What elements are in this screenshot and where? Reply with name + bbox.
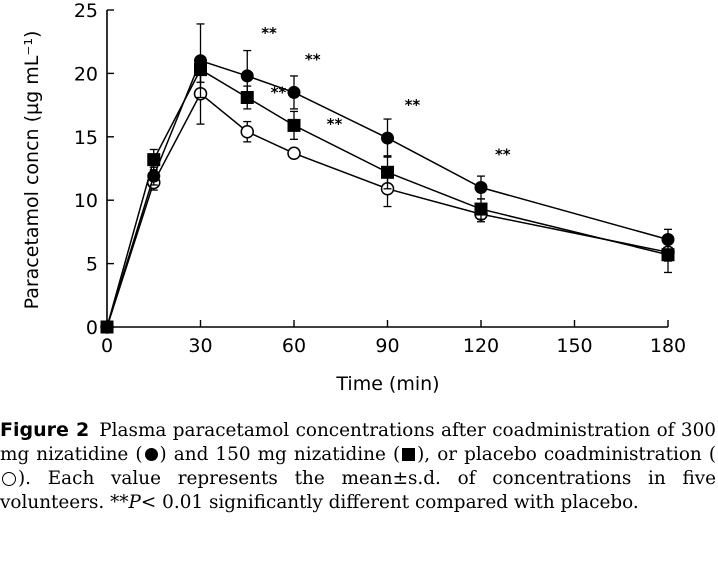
data-point [287,146,301,161]
data-point [381,131,394,145]
y-tick-label: 20 [74,63,98,85]
filled-square-icon [402,448,416,461]
significance-label: ** [261,24,277,42]
data-point [147,169,161,183]
chart: 0 5 10 15 20 25 0 30 60 90 120 150 180 ** ** ** ** **** … [21,0,686,395]
x-axis-label: Time (min) [335,373,439,395]
y-tick-label: 10 [74,190,98,212]
data-point [474,202,488,216]
series-filled-circle [100,23,675,334]
significance-label: ** [405,96,421,114]
caption-text-3: ), or placebo coadministration ( [417,444,716,465]
series-line [106,92,669,328]
data-point [240,69,254,83]
y-tick-label: 25 [74,0,98,22]
annotation-layer: ** ** ** ** ** ** [261,24,511,164]
y-tick-label: 15 [74,127,98,149]
caption-text-1: Plasma paracetamol concentrations after … [0,420,716,465]
x-tick-label: 120 [463,335,499,357]
x-tick-label: 180 [650,335,686,357]
series-open-circle [100,62,675,334]
caption-text-5: < 0.01 significantly different compared … [140,492,639,513]
figure-label: Figure 2 [0,419,90,441]
caption-p-symbol: P [128,492,141,513]
caption-text-2: ) and 150 mg nizatidine ( [159,444,401,465]
significance-label: ** [495,146,511,164]
axes: 0 5 10 15 20 25 0 30 60 90 120 150 180 [74,0,686,357]
series-line [106,68,669,328]
data-point [661,248,675,262]
open-circle-icon [2,472,16,486]
series-layer [100,23,675,334]
y-axis-label: Paracetamol concn (µg mL⁻¹) [21,31,43,310]
data-point [287,85,301,99]
data-point [381,165,394,179]
x-tick-label: 60 [282,335,306,357]
significance-label: ** [271,83,287,101]
significance-label: ** [305,51,321,69]
x-tick-label: 90 [375,335,399,357]
filled-circle-icon [144,448,158,461]
figure-caption: Figure 2 Plasma paracetamol concentration… [0,418,716,515]
data-point [240,124,254,139]
data-point [147,153,161,167]
data-point [474,181,488,195]
data-point [287,118,301,132]
data-point [661,233,675,247]
x-tick-label: 30 [188,335,212,357]
x-tick-label: 0 [101,335,113,357]
y-tick-label: 0 [86,317,98,339]
series-line [106,59,669,328]
significance-label: ** [327,115,343,133]
caption-text-4: ). Each value represents the mean±s.d. o… [0,468,716,513]
x-tick-label: 150 [556,335,592,357]
data-point [194,54,207,68]
y-tick-label: 5 [86,254,98,276]
data-point [100,320,114,334]
